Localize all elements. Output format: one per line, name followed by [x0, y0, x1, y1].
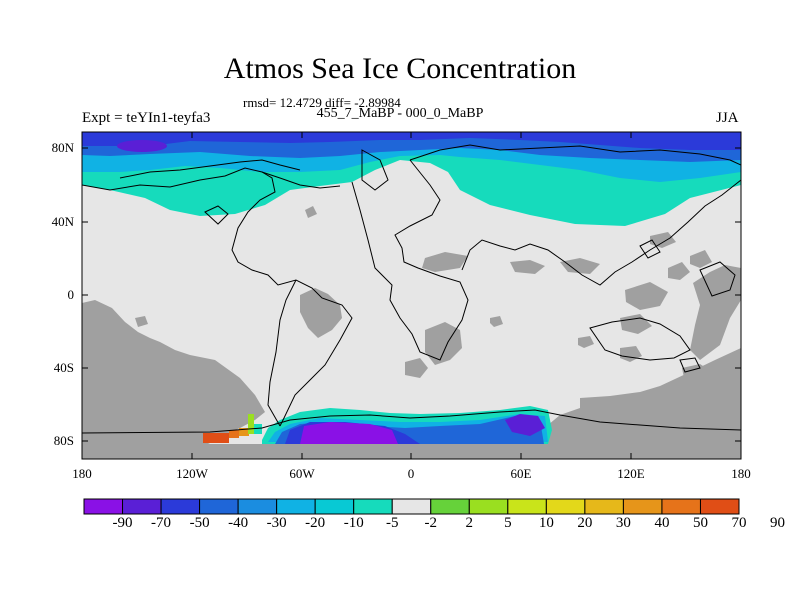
colorbar-label: 2 — [465, 515, 474, 531]
colorbar-swatch — [391, 498, 432, 515]
stats-text: rmsd= 12.4729 diff= -2.89984 — [243, 95, 401, 110]
x-axis-label-120e: 120E — [617, 466, 645, 481]
x-axis-label-180e: 180 — [731, 466, 751, 481]
y-axis-label-80s: 80S — [53, 433, 74, 448]
colorbar-label: 50 — [692, 515, 708, 531]
colorbar-label: 40 — [654, 515, 670, 531]
colorbar-swatch — [122, 498, 162, 515]
colorbar-swatch — [468, 498, 509, 515]
antarctic-grey-land-strip — [82, 444, 741, 459]
season-label: JJA — [716, 110, 739, 126]
arctic-max-decrease-patch — [117, 140, 167, 152]
y-axis-label-40n: 40N — [51, 214, 74, 229]
colorbar-swatch — [160, 498, 201, 515]
x-axis-label-180w: 180 — [72, 466, 92, 481]
coastlines — [82, 144, 741, 434]
colorbar-swatch — [314, 498, 355, 515]
colorbar-label: 5 — [504, 515, 512, 531]
colorbar-swatch — [353, 498, 393, 515]
antarctic-weak-decrease-patch — [254, 424, 262, 434]
colorbar — [83, 498, 740, 515]
colorbar-label: 70 — [731, 515, 747, 531]
colorbar-label: -70 — [151, 515, 172, 531]
y-axis-label-40s: 40S — [53, 360, 74, 375]
map-field — [82, 132, 741, 459]
x-axis-label-60w: 60W — [289, 466, 315, 481]
colorbar-swatch — [507, 498, 547, 515]
colorbar-label: -20 — [305, 515, 326, 531]
colorbar-label: -10 — [343, 515, 364, 531]
x-axis-label-60e: 60E — [510, 466, 532, 481]
colorbar-label: 30 — [615, 515, 631, 531]
colorbar-label: 20 — [577, 515, 593, 531]
colorbar-label: 10 — [538, 515, 554, 531]
colorbar-swatch — [199, 498, 239, 515]
colorbar-label: -40 — [228, 515, 249, 531]
antarctic-increase-patch-2 — [239, 428, 249, 436]
land-mask — [82, 206, 741, 459]
colorbar-swatch — [83, 498, 124, 515]
antarctic-secondary-decrease-patch — [505, 414, 545, 436]
colorbar-swatch — [237, 498, 278, 515]
colorbar-swatch — [545, 498, 586, 515]
x-axis-label-0: 0 — [407, 466, 415, 481]
colorbar-swatch — [699, 498, 740, 515]
axis-ticks — [82, 132, 741, 459]
colorbar-swatch — [276, 498, 316, 515]
antarctic-weak-increase-patch — [248, 414, 254, 434]
experiment-label: Expt = teYIn1-teyfa3 — [82, 110, 211, 126]
y-axis-label-80n: 80N — [51, 140, 74, 155]
colorbar-swatch — [584, 498, 624, 515]
antarctic-max-decrease-patch — [300, 422, 398, 444]
colorbar-label: 90 — [770, 515, 786, 531]
antarctic-increase-patch-1 — [229, 430, 239, 438]
colorbar-swatch — [661, 498, 701, 515]
plot-subtitle: 455_7_MaBP - 000_0_MaBP — [316, 106, 484, 121]
colorbar-swatch — [430, 498, 470, 515]
plot-title: Atmos Sea Ice Concentration — [223, 52, 577, 85]
arctic-strong-decrease-region — [82, 132, 741, 150]
antarctic-strong-increase-patch — [203, 433, 229, 443]
colorbar-label: -5 — [385, 515, 399, 531]
colorbar-label: -30 — [266, 515, 287, 531]
colorbar-label: -2 — [424, 515, 438, 531]
colorbar-label: -50 — [189, 515, 210, 531]
colorbar-label: -90 — [112, 515, 133, 531]
colorbar-swatch — [622, 498, 663, 515]
y-axis-label-0: 0 — [67, 287, 75, 302]
x-axis-label-120w: 120W — [176, 466, 208, 481]
